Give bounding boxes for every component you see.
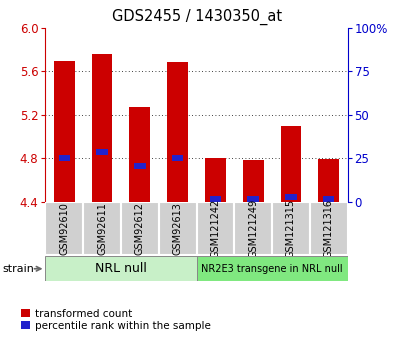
Bar (45, 202, 83, 255)
Bar (310, 202, 348, 255)
Bar (134, 163, 146, 169)
Bar (159, 202, 197, 255)
Bar (54, 61, 75, 202)
Bar (318, 159, 339, 202)
Text: GSM121242: GSM121242 (211, 199, 220, 258)
Text: NRL null: NRL null (95, 262, 147, 275)
Text: NR2E3 transgene in NRL null: NR2E3 transgene in NRL null (201, 264, 343, 274)
Bar (121, 202, 159, 255)
Text: GSM92613: GSM92613 (173, 202, 182, 255)
Bar (243, 160, 263, 202)
Text: GSM92611: GSM92611 (97, 202, 107, 255)
Bar (210, 196, 221, 201)
Text: GSM121249: GSM121249 (248, 199, 258, 258)
Bar (323, 196, 335, 201)
Bar (247, 196, 259, 201)
Text: strain: strain (2, 264, 34, 274)
Bar (130, 107, 150, 202)
Bar (285, 195, 297, 200)
Bar (96, 149, 108, 155)
Bar (45, 256, 197, 281)
Bar (58, 155, 70, 161)
Text: GSM121316: GSM121316 (324, 199, 334, 258)
Bar (167, 62, 188, 202)
Text: GSM92612: GSM92612 (135, 202, 145, 255)
Bar (205, 158, 226, 202)
Legend: transformed count, percentile rank within the sample: transformed count, percentile rank withi… (21, 309, 211, 331)
Bar (280, 126, 301, 202)
Bar (172, 155, 183, 161)
Bar (272, 202, 310, 255)
Bar (234, 202, 272, 255)
Bar (92, 54, 113, 202)
Bar (83, 202, 121, 255)
Bar (197, 202, 234, 255)
Text: GSM92610: GSM92610 (59, 202, 69, 255)
Bar (197, 256, 348, 281)
Text: GDS2455 / 1430350_at: GDS2455 / 1430350_at (113, 9, 282, 25)
Text: GSM121315: GSM121315 (286, 199, 296, 258)
